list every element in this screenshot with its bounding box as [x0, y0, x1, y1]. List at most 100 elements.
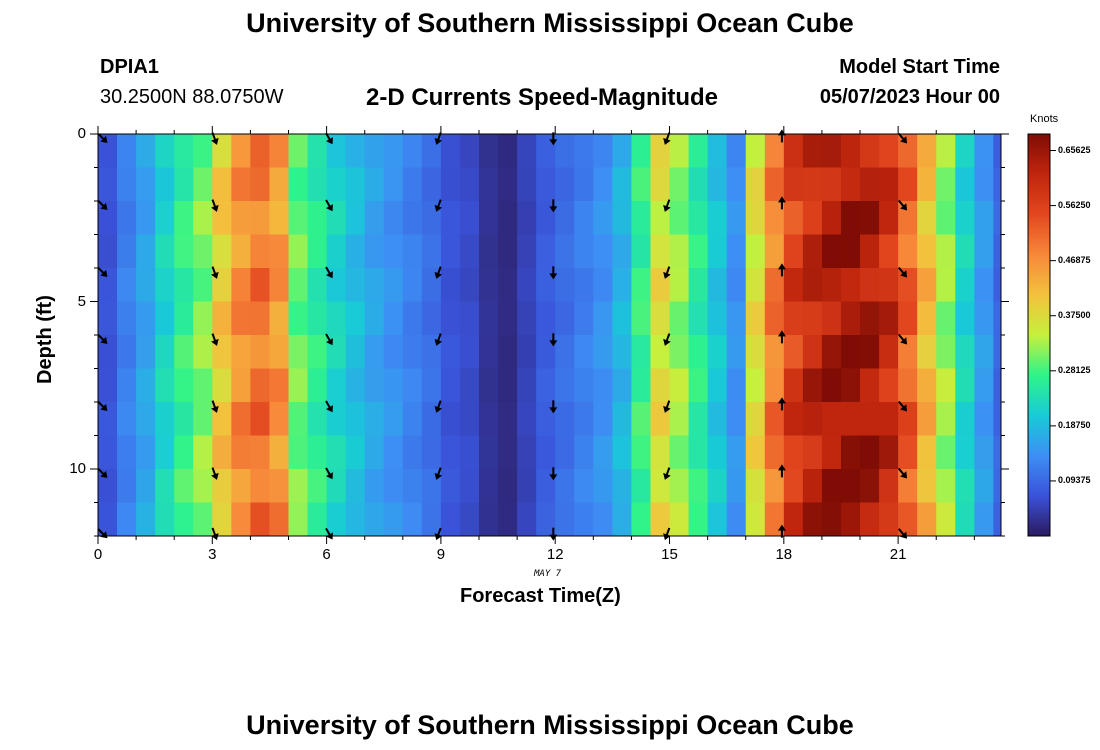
heatmap-cell: [536, 335, 556, 369]
heatmap-cell: [440, 402, 461, 436]
heatmap-cell: [136, 502, 156, 537]
heatmap-cell: [288, 201, 309, 235]
heatmap-cell: [517, 502, 537, 537]
heatmap-cell: [517, 435, 537, 470]
heatmap-cell: [898, 469, 918, 503]
heatmap-cell: [345, 301, 366, 336]
heatmap-cell: [783, 134, 804, 168]
heatmap-cell: [707, 435, 728, 470]
station-id: DPIA1: [100, 56, 159, 78]
colorbar-gradient: [1027, 133, 1051, 537]
heatmap-cell: [783, 201, 804, 235]
heatmap-cell: [860, 402, 880, 436]
current-arrow: [777, 330, 786, 344]
heatmap-cell: [917, 301, 937, 336]
heatmap-cell: [440, 368, 461, 403]
heatmap-cell: [155, 201, 175, 235]
heatmap-cell: [669, 301, 690, 336]
heatmap-cell: [555, 234, 575, 269]
heatmap-cell: [326, 368, 347, 403]
heatmap-cell: [688, 234, 709, 269]
heatmap-cell: [307, 301, 328, 336]
heatmap-cell: [993, 301, 1002, 336]
heatmap-cell: [974, 234, 994, 269]
heatmap-cell: [269, 469, 290, 503]
heatmap-cell: [745, 268, 766, 302]
heatmap-cell: [421, 167, 442, 202]
heatmap-cell: [193, 502, 213, 537]
heatmap-cell: [193, 402, 213, 436]
heatmap-cell: [917, 368, 937, 403]
current-arrow: [663, 400, 671, 413]
heatmap-cell: [174, 234, 194, 269]
heatmap-cell: [898, 435, 918, 470]
heatmap-cell: [98, 368, 118, 403]
heatmap-cell: [231, 402, 251, 436]
heatmap-cell: [783, 502, 804, 537]
heatmap-cell: [212, 502, 232, 537]
heatmap-cell: [459, 402, 480, 436]
heatmap-cell: [669, 134, 690, 168]
heatmap-cell: [688, 201, 709, 235]
heatmap-cell: [421, 234, 442, 269]
heatmap-cell: [155, 368, 175, 403]
heatmap-cell: [517, 268, 537, 302]
heatmap-cell: [974, 435, 994, 470]
heatmap-cell: [136, 268, 156, 302]
heatmap-cell: [936, 502, 956, 537]
heatmap-cell: [574, 435, 594, 470]
heatmap-cell: [288, 301, 309, 336]
heatmap-cell: [879, 234, 899, 269]
heatmap-cell: [821, 234, 842, 269]
heatmap-cell: [345, 402, 366, 436]
heatmap-cell: [231, 201, 251, 235]
heatmap-cell: [402, 301, 423, 336]
heatmap-cell: [993, 268, 1002, 302]
heatmap-cell: [212, 368, 232, 403]
heatmap-cell: [364, 167, 385, 202]
heatmap-cell: [593, 335, 613, 369]
heatmap-cell: [955, 435, 975, 470]
heatmap-cell: [440, 134, 461, 168]
x-tick-label: 0: [93, 546, 103, 563]
model-start-time: 05/07/2023 Hour 00: [819, 86, 1000, 108]
heatmap-cell: [917, 234, 937, 269]
heatmap-cell: [174, 167, 194, 202]
heatmap-cell: [821, 469, 842, 503]
heatmap-cell: [974, 469, 994, 503]
heatmap-cell: [764, 268, 785, 302]
heatmap-cell: [574, 469, 594, 503]
x-tick-label: 6: [322, 546, 331, 563]
heatmap-cell: [688, 167, 709, 202]
heatmap-cell: [631, 335, 651, 369]
heatmap-cell: [764, 368, 785, 403]
heatmap-cell: [174, 402, 194, 436]
heatmap-cell: [726, 435, 747, 470]
heatmap-cell: [345, 435, 366, 470]
heatmap-cell: [898, 201, 918, 235]
y-tick-label: 0: [77, 125, 86, 142]
heatmap-cell: [117, 134, 137, 168]
heatmap-cell: [764, 301, 785, 336]
heatmap-cell: [879, 134, 899, 168]
heatmap-cell: [821, 134, 842, 168]
heatmap-cell: [155, 435, 175, 470]
current-arrow: [97, 528, 108, 539]
x-axis-label: Forecast Time(Z): [460, 585, 621, 607]
axis-ticks: [90, 126, 1009, 544]
heatmap-cell: [707, 268, 728, 302]
heatmap-cell: [136, 201, 156, 235]
heatmap-cell: [707, 234, 728, 269]
heatmap-cell: [726, 469, 747, 503]
heatmap-cell: [726, 502, 747, 537]
heatmap-cell: [974, 335, 994, 369]
heatmap-cell: [574, 301, 594, 336]
heatmap-cell: [498, 201, 518, 235]
heatmap-cell: [745, 435, 766, 470]
heatmap-cell: [498, 435, 518, 470]
heatmap-cell: [974, 167, 994, 202]
heatmap-cell: [288, 268, 309, 302]
heatmap-cell: [574, 134, 594, 168]
current-arrow: [897, 132, 908, 144]
current-arrow: [897, 266, 908, 278]
